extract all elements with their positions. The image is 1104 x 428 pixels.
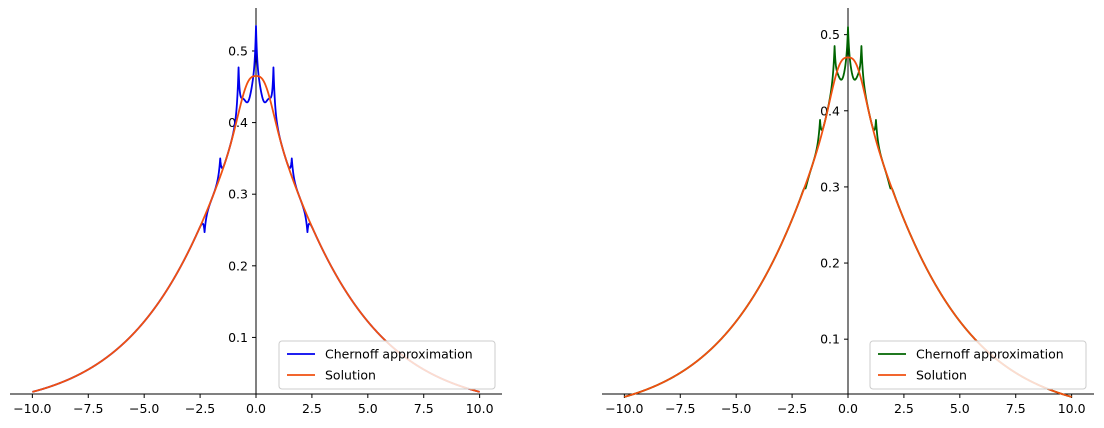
y-tick-label: 0.3 (820, 179, 840, 194)
legend-box (869, 340, 1087, 390)
chart-panel-2: −10.0 −7.5 −5.0 −2.5 0.0 2.5 5.0 7.5 10.0 0.1 0.2 0… (602, 8, 1094, 416)
x-tick-label: 7.5 (1006, 401, 1026, 416)
x-tick-label: −7.5 (665, 401, 695, 416)
chart-panel-1: −10.0 −7.5 −5.0 −2.5 0.0 2.5 5.0 7.5 10.0 0.1 0.2 0… (10, 8, 502, 416)
legend-label-chernoff: Chernoff approximation (916, 347, 1064, 362)
y-tick-label: 0.2 (228, 258, 248, 273)
y-tick-label: 0.3 (228, 187, 248, 202)
legend-box (278, 340, 496, 390)
y-tick-label: 0.1 (228, 330, 248, 345)
x-tick-label: −5.0 (129, 401, 159, 416)
y-tick-label: 0.4 (228, 115, 248, 130)
legend: Chernoff approximation Solution (278, 340, 496, 390)
legend-label-chernoff: Chernoff approximation (325, 347, 473, 362)
x-tick-label: −2.5 (777, 401, 807, 416)
y-tick-label: 0.1 (820, 332, 840, 347)
x-tick-label: −10.0 (13, 401, 51, 416)
y-tick-label: 0.4 (820, 103, 840, 118)
x-tick-label: 2.5 (894, 401, 914, 416)
y-tick-label: 0.5 (228, 43, 248, 58)
x-tick-label: 7.5 (414, 401, 434, 416)
x-tick-label: −7.5 (73, 401, 103, 416)
x-tick-label: 0.0 (246, 401, 266, 416)
x-tick-label: 10.0 (466, 401, 494, 416)
x-tick-label: −10.0 (605, 401, 643, 416)
x-tick-label: −5.0 (721, 401, 751, 416)
x-tick-label: 5.0 (950, 401, 970, 416)
y-tick-label: 0.5 (820, 27, 840, 42)
legend-label-solution: Solution (325, 368, 376, 383)
legend: Chernoff approximation Solution (869, 340, 1087, 390)
x-tick-label: 5.0 (358, 401, 378, 416)
x-tick-label: −2.5 (185, 401, 215, 416)
x-tick-label: 0.0 (838, 401, 858, 416)
y-tick-label: 0.2 (820, 256, 840, 271)
x-tick-label: 10.0 (1058, 401, 1086, 416)
legend-label-solution: Solution (916, 368, 967, 383)
x-tick-label: 2.5 (302, 401, 322, 416)
